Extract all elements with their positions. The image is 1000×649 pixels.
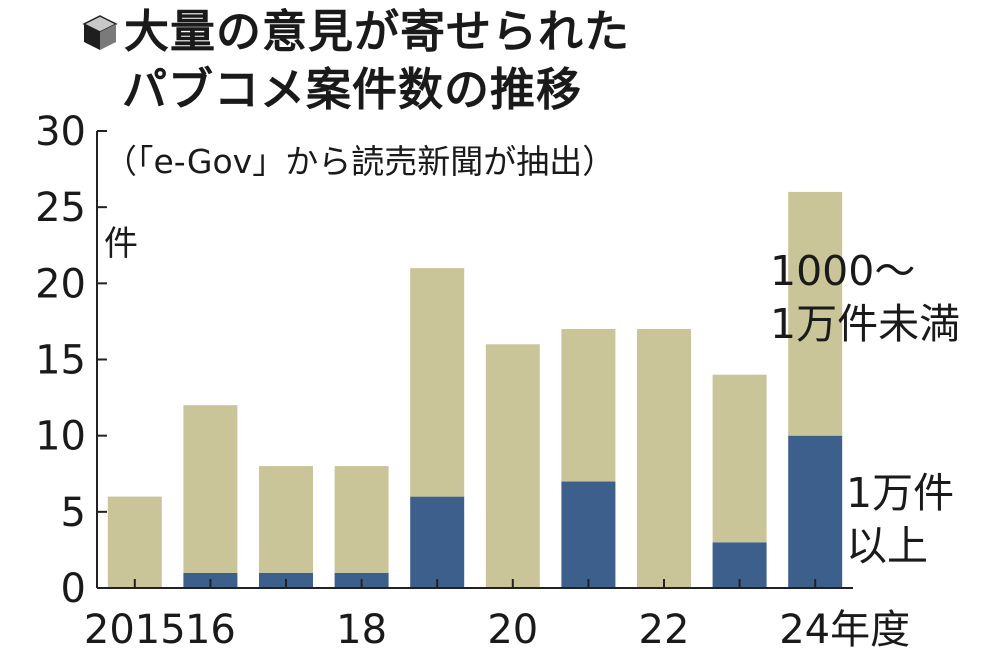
y-tick-label-30: 30	[35, 109, 86, 155]
x-tick-label-18: 18	[336, 607, 387, 649]
bar-2015-series-1	[107, 496, 162, 588]
y-tick-label-0: 0	[61, 566, 86, 612]
bar-18-series-1	[334, 466, 389, 573]
legend-label-0-line-1: 1万件未満	[770, 300, 960, 348]
chart-title-line-1: 大量の意見が寄せられた	[124, 5, 631, 58]
y-axis-unit-label: 件	[104, 224, 138, 264]
legend-label-0-line-0: 1000～	[770, 247, 915, 295]
chart-subtitle: （「e-Gov」から読売新聞が抽出）	[104, 142, 615, 181]
y-axis: 0 5 10 15 20 25 30	[35, 109, 107, 612]
bar-23-series-1	[712, 374, 767, 543]
x-tick-label-16: 16	[185, 607, 236, 649]
bar-22-series-1	[637, 329, 691, 588]
bar-24-series-0	[788, 435, 843, 588]
y-tick-label-5: 5	[61, 490, 86, 536]
x-tick-label-24: 24年度	[779, 607, 910, 649]
legend-label-1-line-0: 1万件	[846, 469, 954, 517]
bar-24-series-1	[788, 191, 843, 436]
bar-group	[107, 191, 843, 588]
bar-16-series-1	[183, 405, 238, 573]
chart-title-line-2: パブコメ案件数の推移	[122, 63, 583, 116]
bar-19-series-0	[410, 496, 465, 588]
y-tick-label-15: 15	[35, 338, 86, 384]
y-tick-label-25: 25	[35, 185, 86, 231]
legend-label-1-line-1: 以上	[846, 522, 928, 570]
bar-17-series-1	[259, 466, 313, 573]
cube-icon	[82, 15, 118, 50]
x-tick-label-20: 20	[487, 607, 538, 649]
bar-20-series-1	[485, 344, 540, 588]
bar-21-series-0	[561, 481, 616, 588]
x-tick-label-22: 22	[639, 607, 690, 649]
y-tick-label-10: 10	[35, 414, 86, 460]
bar-21-series-1	[561, 329, 616, 482]
bar-19-series-1	[410, 268, 465, 497]
x-tick-label-2015: 2015	[84, 607, 186, 649]
x-axis: 2015 16 18 20 22 24年度	[84, 579, 910, 649]
y-tick-label-20: 20	[35, 261, 86, 307]
